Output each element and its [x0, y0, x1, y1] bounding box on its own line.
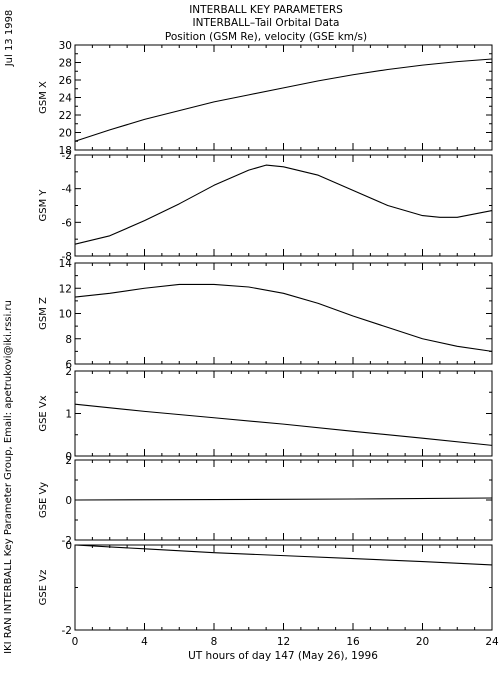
- panel-3-frame: [74, 262, 493, 365]
- panel-6-ytick-label: -2: [62, 625, 72, 637]
- panel-1-ytick-label: 30: [59, 40, 72, 52]
- panel-6-ylabel: GSE Vz: [38, 570, 49, 606]
- panel-4-ytick-label: 1: [65, 409, 72, 421]
- panel-5-ylabel: GSE Vy: [38, 482, 49, 518]
- panel-2-frame: [74, 154, 493, 257]
- x-tick-label: 8: [211, 636, 218, 648]
- panel-1-ytick-label: 26: [59, 75, 73, 87]
- x-tick-label: 0: [72, 636, 79, 648]
- panel-1-frame: [74, 44, 493, 151]
- panel-5-ytick-label: 2: [65, 455, 72, 467]
- title-line-3: Position (GSM Re), velocity (GSE km/s): [165, 31, 367, 43]
- panel-3-ytick-label: 10: [59, 309, 72, 321]
- panel-2-ytick-label: -4: [62, 184, 73, 196]
- panel-4-ytick-label: 2: [65, 366, 72, 378]
- panel-6-frame: [74, 544, 493, 631]
- panel-2-ytick-label: -6: [62, 217, 73, 229]
- panel-1-ytick-label: 28: [59, 58, 72, 70]
- panel-3-ytick-label: 14: [59, 258, 73, 270]
- panel-3-ylabel: GSM Z: [38, 297, 49, 330]
- x-tick-label: 4: [141, 636, 148, 648]
- panel-4-series-line: [74, 403, 493, 446]
- panel-1-ytick-label: 22: [59, 110, 72, 122]
- date-stamp: Jul 13 1998: [4, 10, 15, 68]
- x-tick-label: 16: [346, 636, 360, 648]
- panel-2-ylabel: GSM Y: [38, 189, 49, 222]
- panel-2-ytick-label: -2: [62, 150, 72, 162]
- panel-2-ytick-label: -8: [62, 251, 72, 263]
- x-tick-label: 24: [485, 636, 499, 648]
- panel-1-ylabel: GSM X: [38, 81, 49, 114]
- panel-2-series-line: [74, 164, 493, 245]
- title-line-2: INTERBALL–Tail Orbital Data: [193, 17, 340, 29]
- panel-3-series-line: [74, 283, 493, 352]
- credit-line: IKI RAN INTERBALL Key Parameter Group, E…: [3, 300, 14, 654]
- panel-6-ytick-label: 0: [65, 540, 72, 552]
- panel-3-ytick-label: 8: [65, 334, 72, 346]
- panel-1-ytick-label: 20: [59, 128, 72, 140]
- panel-3-ytick-label: 12: [59, 283, 72, 295]
- panel-5-series-line: [74, 497, 493, 501]
- panel-4-ytick-label: 0: [65, 451, 72, 463]
- panel-4-frame: [74, 370, 493, 457]
- title-line-1: INTERBALL KEY PARAMETERS: [189, 4, 343, 16]
- panel-5-ytick-label: -2: [62, 535, 72, 547]
- panel-1-series-line: [74, 58, 493, 142]
- panel-3-ytick-label: 6: [65, 359, 72, 371]
- panel-6-series-line: [74, 544, 493, 566]
- panel-1-ytick-label: 24: [59, 93, 73, 105]
- panel-5-ytick-label: 0: [65, 495, 72, 507]
- x-tick-label: 20: [416, 636, 429, 648]
- x-axis-label: UT hours of day 147 (May 26), 1996: [188, 650, 378, 662]
- panel-4-ylabel: GSE Vx: [38, 395, 49, 431]
- panel-1-ytick-label: 18: [59, 145, 72, 157]
- x-tick-label: 12: [277, 636, 290, 648]
